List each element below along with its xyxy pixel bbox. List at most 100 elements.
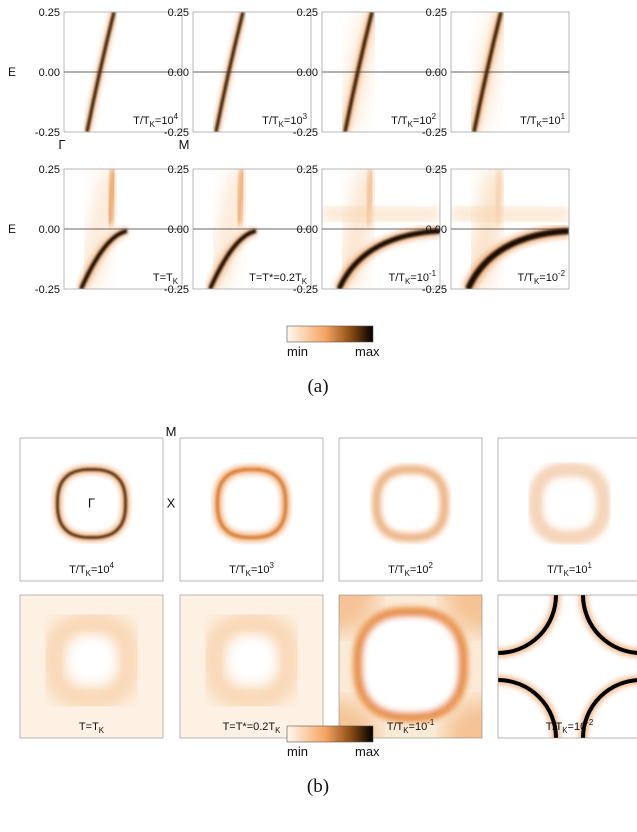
panel-frame	[179, 437, 324, 582]
tick-label: -0.25	[164, 127, 189, 139]
panel-label: T/TK​=103​	[229, 561, 274, 578]
tick-label: 0.00	[297, 224, 318, 236]
panel-label: T/TK​=103​	[262, 112, 307, 129]
panel-background	[339, 438, 482, 581]
y-tick-labels: 0.25 0.00 -0.25	[164, 164, 189, 296]
tick-label: -0.25	[293, 284, 318, 296]
fermi-contour	[374, 467, 447, 540]
panel-label: T/TK​=10-2​	[518, 269, 565, 286]
panel-frame	[19, 594, 164, 739]
y-tick-labels: 0.25 0.00 -0.25	[35, 7, 60, 139]
tick-label: 0.00	[426, 224, 447, 236]
tick-label: -0.25	[164, 284, 189, 296]
panel-label: T/TK​=102​	[388, 561, 433, 578]
y-tick-labels: 0.25 0.00 -0.25	[293, 7, 318, 139]
panel-background	[498, 438, 637, 581]
spectral-panel: 0.25 0.00 -0.25 T/TK​=104​	[35, 7, 183, 139]
fermi-surface-panel: T/TK​=102​	[338, 437, 483, 582]
spectral-panel: 0.25 0.00 -0.25 T=T*=0.2TK​	[164, 164, 312, 296]
spectral-panel: 0.25 0.00 -0.25 T/TK​=102​	[293, 7, 441, 139]
band-line-upper	[105, 169, 118, 226]
caption-a: (a)	[307, 376, 328, 397]
panel-frame	[63, 168, 183, 290]
y-tick-labels: 0.25 0.00 -0.25	[35, 164, 60, 296]
panel-frame	[321, 11, 441, 133]
colorbar-a-min-label: min	[287, 344, 308, 359]
tick-label: 0.00	[168, 67, 189, 79]
panel-label: T/TK​=104​	[133, 112, 178, 129]
point-label-gamma: Γ	[88, 496, 95, 511]
band-line-upper	[234, 169, 247, 226]
panel-label: T/TK​=10-1​	[387, 718, 435, 735]
fermi-surface-panel: T/TK​=104​	[19, 437, 164, 582]
panel-frame	[338, 594, 483, 739]
tick-label: -0.25	[422, 284, 447, 296]
panel-label: T=TK​	[79, 721, 105, 735]
panel-background	[498, 595, 637, 738]
band-line-lower	[79, 229, 128, 289]
fermi-surface-panel: T/TK​=103​	[179, 437, 324, 582]
panel-group-a: 0.250.00-0.25T/TK​=104​0.250.00-0.25T/TK…	[8, 7, 570, 296]
panel-label: T=T*=0.2TK​	[249, 272, 308, 286]
panel-frame	[450, 11, 570, 133]
colorbar-b-max-label: max	[355, 744, 380, 759]
spectral-panel: 0.25 0.00 -0.25 T=TK​	[35, 164, 183, 296]
fermi-contour	[533, 467, 606, 540]
k-label-gamma: Γ	[58, 137, 65, 152]
panel-label: T=TK​	[153, 272, 179, 286]
panel-label: T/TK​=104​	[69, 561, 114, 578]
tick-label: 0.00	[39, 224, 60, 236]
tick-label: 0.00	[39, 67, 60, 79]
colorbar-a-gradient	[286, 325, 374, 343]
panel-group-b: T/TK​=104​ T/TK​=103​ T/TK​=102​ T/TK​=101​…	[19, 424, 637, 739]
energy-axis-label: E	[8, 222, 16, 236]
y-tick-labels: 0.25 0.00 -0.25	[293, 164, 318, 296]
tick-label: 0.00	[168, 224, 189, 236]
spectral-panel: 0.25 0.00 -0.25 T/TK​=10-1​	[293, 164, 441, 296]
panel-frame	[338, 437, 483, 582]
panel-label: T/TK​=10-2​	[546, 718, 593, 735]
panel-frame	[19, 437, 164, 582]
fermi-surface-panel: T=TK​	[19, 594, 164, 739]
tick-label: -0.25	[293, 127, 318, 139]
tick-label: 0.00	[297, 67, 318, 79]
colorbar-a: min max	[286, 325, 380, 359]
fermi-contour	[352, 606, 469, 723]
tick-label: 0.25	[39, 7, 60, 19]
k-label-m: M	[179, 137, 190, 152]
energy-axis-label: E	[8, 65, 16, 79]
colorbar-a-max-label: max	[355, 344, 380, 359]
tick-label: 0.25	[168, 7, 189, 19]
band-line-lower	[336, 228, 440, 289]
panel-label: T/TK​=101​	[547, 561, 592, 578]
colorbar-b: min max	[286, 725, 380, 759]
colorbar-b-gradient	[286, 725, 374, 743]
spectral-panel: 0.25 0.00 -0.25 T/TK​=103​	[164, 7, 312, 139]
panel-frame	[321, 168, 441, 290]
panel-background	[20, 438, 163, 581]
panel-background	[180, 438, 323, 581]
point-label-m: M	[166, 424, 177, 439]
y-tick-labels: 0.25 0.00 -0.25	[422, 164, 447, 296]
panel-label: T/TK​=10-1​	[389, 269, 437, 286]
tick-label: 0.25	[168, 164, 189, 176]
band-line-lower	[208, 229, 257, 289]
point-label-x: X	[167, 496, 176, 511]
fermi-surface-panel: T=T*=0.2TK​	[179, 594, 324, 739]
y-tick-labels: 0.25 0.00 -0.25	[164, 7, 189, 139]
panel-frame	[63, 11, 183, 133]
panel-frame	[450, 168, 570, 290]
panel-frame	[192, 168, 312, 290]
spectral-panel: 0.25 0.00 -0.25 T/TK​=10-2​	[422, 164, 570, 296]
panel-frame	[497, 594, 637, 739]
panel-label: T/TK​=102​	[391, 112, 436, 129]
fermi-surface-panel: T/TK​=10-1​	[338, 594, 483, 739]
fermi-contour	[216, 468, 287, 539]
tick-label: -0.25	[35, 127, 60, 139]
tick-label: 0.25	[297, 164, 318, 176]
fermi-contour	[45, 614, 138, 707]
fermi-contour	[56, 468, 127, 539]
caption-b: (b)	[307, 776, 329, 797]
tick-label: -0.25	[422, 127, 447, 139]
